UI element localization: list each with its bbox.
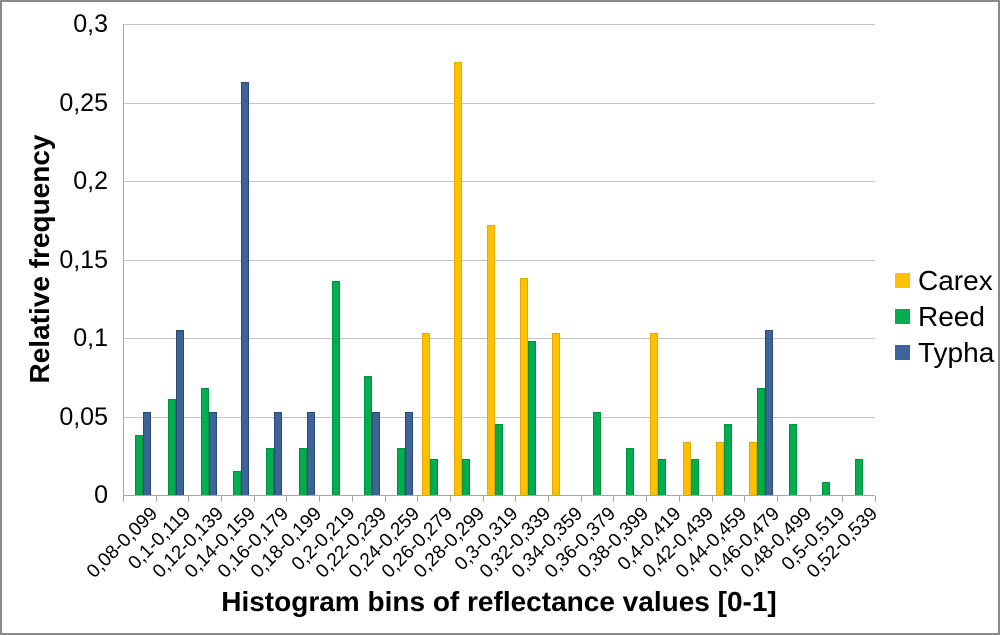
axis-tick <box>875 496 876 502</box>
y-tick-label: 0 <box>94 481 108 509</box>
bar-carex <box>650 333 658 495</box>
axis-tick <box>254 496 255 502</box>
legend-label: Typha <box>918 337 995 368</box>
axis-tick <box>221 496 222 502</box>
gridline <box>123 260 875 261</box>
bar-reed <box>233 471 241 495</box>
axis-tick <box>417 496 418 502</box>
legend-swatch-typha <box>895 345 910 360</box>
bar-reed <box>462 459 470 495</box>
bar-carex <box>749 442 757 495</box>
bar-typha <box>176 330 184 495</box>
bar-typha <box>241 82 249 495</box>
legend-label: Reed <box>918 301 985 332</box>
axis-tick <box>646 496 647 502</box>
axis-tick <box>286 496 287 502</box>
bar-reed <box>201 388 209 495</box>
bar-carex <box>487 225 495 495</box>
axis-tick <box>842 496 843 502</box>
bar-reed <box>168 399 176 495</box>
legend-swatch-carex <box>895 273 910 288</box>
bar-reed <box>658 459 666 495</box>
bar-reed <box>332 281 340 495</box>
gridline <box>123 181 875 182</box>
bar-reed <box>724 424 732 495</box>
bar-reed <box>364 376 372 495</box>
bar-carex <box>422 333 430 495</box>
axis-tick <box>188 496 189 502</box>
bar-typha <box>209 412 217 495</box>
bar-carex <box>454 62 462 495</box>
axis-tick <box>156 496 157 502</box>
bar-reed <box>430 459 438 495</box>
legend: Carex Reed Typha <box>895 264 994 369</box>
y-axis-line <box>123 24 124 501</box>
bar-reed <box>626 448 634 495</box>
y-tick-label: 0,2 <box>73 167 108 195</box>
bar-reed <box>495 424 503 495</box>
gridline <box>123 338 875 339</box>
bar-reed <box>528 341 536 495</box>
bar-carex <box>520 278 528 495</box>
axis-tick <box>777 496 778 502</box>
bar-carex <box>683 442 691 495</box>
legend-swatch-reed <box>895 309 910 324</box>
y-tick-label: 0,25 <box>59 89 108 117</box>
bar-reed <box>822 482 830 495</box>
gridline <box>123 495 875 496</box>
bar-typha <box>372 412 380 495</box>
bar-carex <box>716 442 724 495</box>
bar-typha <box>274 412 282 495</box>
axis-tick <box>319 496 320 502</box>
bar-reed <box>397 448 405 495</box>
legend-label: Carex <box>918 265 993 296</box>
axis-tick <box>352 496 353 502</box>
bar-reed <box>299 448 307 495</box>
bar-typha <box>143 412 151 495</box>
bar-carex <box>552 333 560 495</box>
x-axis-title: Histogram bins of reflectance values [0-… <box>221 586 777 617</box>
bar-reed <box>266 448 274 495</box>
bar-reed <box>691 459 699 495</box>
y-tick-label: 0,05 <box>59 403 108 431</box>
axis-tick <box>744 496 745 502</box>
bar-reed <box>789 424 797 495</box>
gridline <box>123 24 875 25</box>
gridline <box>123 103 875 104</box>
y-tick-label: 0,15 <box>59 246 108 274</box>
axis-tick <box>548 496 549 502</box>
y-tick-label: 0,3 <box>73 10 108 38</box>
axis-tick <box>810 496 811 502</box>
axis-tick <box>613 496 614 502</box>
bar-typha <box>307 412 315 495</box>
axis-tick <box>123 496 124 502</box>
bar-typha <box>765 330 773 495</box>
legend-item-typha: Typha <box>895 336 994 369</box>
bar-reed <box>135 435 143 495</box>
axis-tick <box>450 496 451 502</box>
axis-tick <box>712 496 713 502</box>
gridline <box>123 417 875 418</box>
bar-reed <box>593 412 601 495</box>
axis-tick <box>515 496 516 502</box>
axis-tick <box>581 496 582 502</box>
axis-tick <box>385 496 386 502</box>
bar-reed <box>855 459 863 495</box>
legend-item-carex: Carex <box>895 264 994 297</box>
axis-tick <box>679 496 680 502</box>
bar-typha <box>405 412 413 495</box>
bar-reed <box>757 388 765 495</box>
axis-tick <box>483 496 484 502</box>
y-tick-label: 0,1 <box>73 324 108 352</box>
legend-item-reed: Reed <box>895 300 994 333</box>
